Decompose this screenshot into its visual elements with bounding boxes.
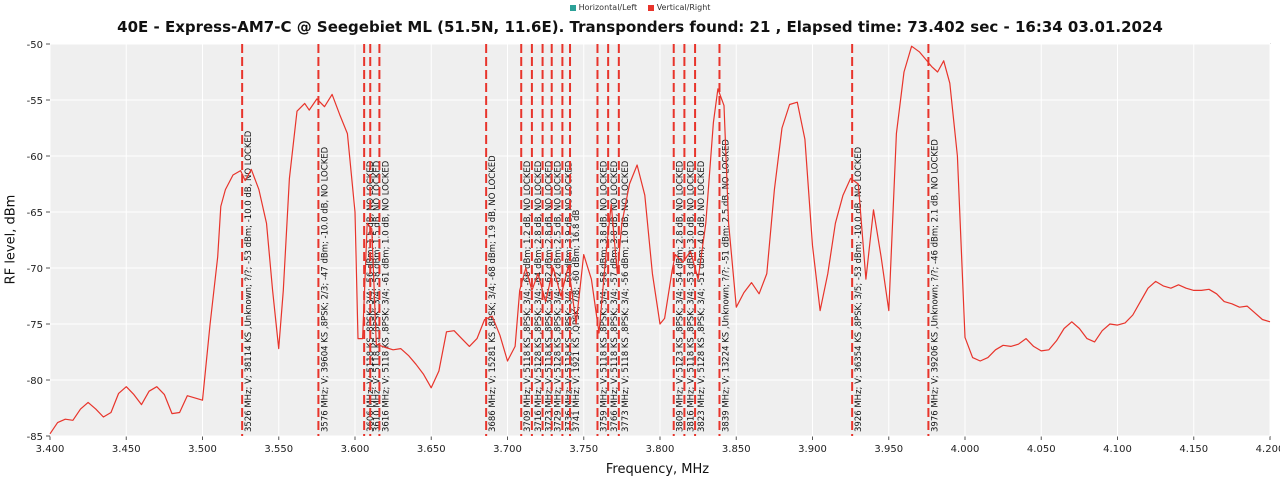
x-tick-label: 4.200: [1256, 444, 1280, 455]
transponder-label: 3773 MHz; V; 5118 KS ,8PSK; 3/4; -56 dBm…: [621, 160, 631, 432]
transponder-label: 3816 MHz; V; 5118 KS ,8PSK; 3/4; -53 dBm…: [686, 160, 696, 432]
y-axis-label: RF level, dBm: [3, 194, 19, 285]
y-tick-label: -80: [27, 376, 43, 387]
transponder-label: 3926 MHz; V; 36354 KS ,8PSK; 3/5; -53 dB…: [854, 146, 864, 432]
y-tick-label: -50: [27, 40, 43, 51]
legend-item-vertical[interactable]: Vertical/Right: [647, 3, 711, 12]
x-tick-label: 3.400: [36, 444, 65, 455]
grid-lines: [46, 43, 1271, 440]
y-tick-label: -75: [27, 320, 43, 331]
x-tick-label: 3.850: [722, 444, 751, 455]
transponder-label: 3839 MHz; V; 13224 KS ,Unknown; ?/?; -51…: [721, 139, 731, 432]
transponder-label: 3823 MHz; V; 5128 KS ,8PSK; 3/4; -51 dBm…: [697, 160, 707, 432]
legend: Horizontal/Left Vertical/Right: [0, 3, 1280, 12]
x-tick-label: 3.950: [874, 444, 903, 455]
y-tick-label: -85: [27, 432, 43, 443]
y-tick-label: -70: [27, 264, 43, 275]
legend-label-horizontal: Horizontal/Left: [578, 3, 638, 12]
x-tick-label: 3.750: [569, 444, 598, 455]
x-tick-label: 3.600: [341, 444, 370, 455]
y-tick-label: -55: [27, 96, 43, 107]
transponder-label: 3716 MHz; V; 5128 KS ,8PSK; 3/4; -64 dBm…: [534, 160, 544, 432]
x-tick-label: 4.000: [951, 444, 980, 455]
chart-title: 40E - Express-AM7-C @ Seegebiet ML (51.5…: [117, 18, 1163, 36]
x-tick-label: 4.150: [1179, 444, 1208, 455]
transponder-label: 3729 MHz; V; 5128 KS ,8PSK; 3/4; -62 dBm…: [554, 160, 564, 432]
legend-swatch-vertical: [647, 4, 654, 11]
transponder-label: 3576 MHz; V; 39604 KS ,8PSK; 2/3; -47 dB…: [320, 146, 330, 432]
transponder-label: 3526 MHz; V; 38114 KS ,Unknown; ?/?; -53…: [244, 130, 254, 432]
transponder-markers: 3526 MHz; V; 38114 KS ,Unknown; ?/?; -53…: [241, 44, 940, 436]
x-tick-label: 4.100: [1103, 444, 1132, 455]
legend-label-vertical: Vertical/Right: [656, 3, 711, 12]
series-line-vertical: [49, 45, 1271, 435]
legend-swatch-horizontal: [569, 4, 576, 11]
transponder-label: 3616 MHz; V; 5118 KS ,8PSK; 3/4; -61 dBm…: [381, 160, 391, 432]
x-tick-label: 3.800: [646, 444, 675, 455]
transponder-label: 3766 MHz; V; 5118 KS ,8PSK; 3/4; -57 dBm…: [610, 160, 620, 432]
x-tick-label: 3.700: [493, 444, 522, 455]
transponder-label: 3723 MHz; V; 5118 KS ,8PSK; 3/4; -62 dBm…: [545, 160, 555, 432]
x-tick-label: 3.500: [188, 444, 217, 455]
y-tick-label: -60: [27, 152, 43, 163]
transponder-label: 3976 MHz; V; 39206 KS ,Unknown; ?/?; -46…: [930, 139, 940, 432]
y-tick-labels: -50 -55 -60 -65 -70 -75 -80 -85: [27, 40, 43, 443]
x-tick-label: 4.050: [1027, 444, 1056, 455]
x-tick-label: 3.650: [417, 444, 446, 455]
x-axis-label: Frequency, MHz: [605, 462, 710, 477]
x-tick-label: 3.450: [112, 444, 141, 455]
x-tick-label: 3.550: [264, 444, 293, 455]
transponder-label: 3686 MHz; V; 15281 KS ,8PSK; 3/4; -68 dB…: [488, 155, 498, 432]
y-tick-label: -65: [27, 208, 43, 219]
legend-item-horizontal[interactable]: Horizontal/Left: [569, 3, 638, 12]
series-lines: [49, 45, 1271, 435]
transponder-label: 3809 MHz; V; 5123 KS ,8PSK; 3/4; -54 dBm…: [676, 160, 686, 432]
transponder-label: 3759 MHz; V; 5118 KS ,8PSK; 3/4; -58 dBm…: [599, 160, 609, 432]
transponder-label: 3610 MHz; V; 5118 KS ,8PSK; 3/4; -58 dBm…: [372, 160, 382, 432]
x-tick-label: 3.900: [798, 444, 827, 455]
transponder-label: 3709 MHz; V; 5118 KS ,8PSK; 3/4; -66 dBm…: [523, 160, 533, 432]
x-tick-labels: 3.400 3.450 3.500 3.550 3.600 3.650 3.700 3.750…: [36, 444, 1280, 455]
